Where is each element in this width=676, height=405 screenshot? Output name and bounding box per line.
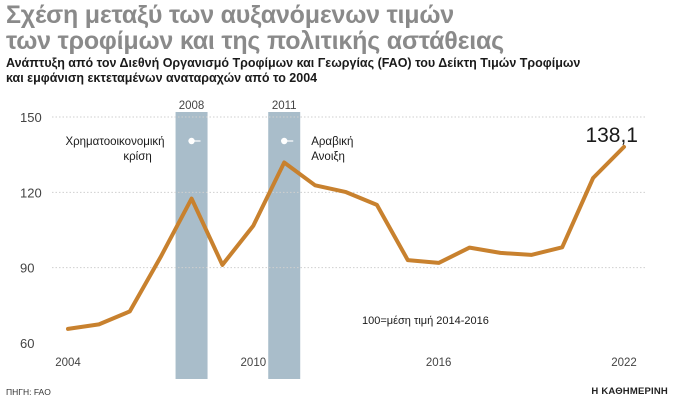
annotation-line2: κρίση: [123, 151, 151, 163]
chart-subtitle-line2: και εμφάνιση εκτεταμένων αναταραχών από …: [6, 71, 318, 85]
food-price-index-line: [66, 144, 626, 331]
highlight-band: [268, 112, 301, 379]
y-tick-label: 120: [20, 185, 42, 200]
x-tick-label: 2010: [241, 357, 267, 369]
chart-subtitle-line1: Ανάπτυξη από τον Διεθνή Οργανισμό Τροφίμ…: [6, 56, 581, 70]
x-tick-label: 2022: [611, 357, 637, 369]
annotation-line2: Ανοιξη: [311, 151, 345, 163]
end-value-label: 138,1: [585, 124, 638, 147]
index-base-note: 100=μέση τιμή 2014-2016: [362, 315, 489, 327]
publisher-credit: Η ΚΑΘΗΜΕΡΙΝΗ: [591, 386, 668, 397]
annotation-line1: Χρηματοοικονομική: [65, 136, 164, 148]
highlight-band: [175, 112, 208, 379]
chart-subtitle: Ανάπτυξη από τον Διεθνή Οργανισμό Τροφίμ…: [6, 56, 666, 86]
source-note: ΠΗΓΗ: FAO: [6, 387, 51, 397]
chart-title-line1: Σχέση μεταξύ των αυξανόμενων τιμών: [6, 1, 454, 29]
y-tick-label: 60: [20, 336, 34, 351]
highlight-year-label: 2011: [272, 100, 297, 112]
x-tick-label: 2016: [426, 357, 452, 369]
highlight-year-label: 2008: [179, 100, 205, 112]
y-tick-label: 150: [20, 110, 42, 125]
chart-title-line2: των τροφίμων και της πολιτικής αστάθειας: [6, 27, 504, 55]
x-tick-label: 2004: [55, 357, 81, 369]
annotation-line1: Αραβική: [311, 136, 353, 148]
chart-title: Σχέση μεταξύ των αυξανόμενων τιμών των τ…: [6, 2, 646, 54]
y-tick-label: 90: [20, 261, 34, 276]
